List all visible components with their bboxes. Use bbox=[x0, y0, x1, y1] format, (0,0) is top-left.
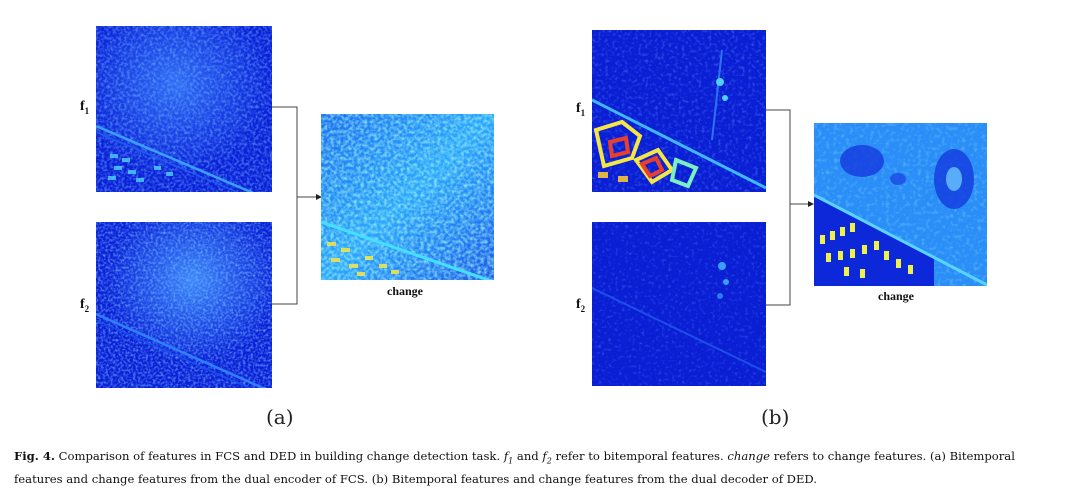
sublabel-b: (b) bbox=[761, 405, 790, 429]
label-b-change: change bbox=[878, 289, 914, 303]
feature-map-a-f1 bbox=[96, 26, 272, 192]
caption-figure-label: Fig. 4. bbox=[14, 449, 55, 463]
figure-caption: Fig. 4. Comparison of features in FCS an… bbox=[14, 447, 1054, 489]
feature-map-b-f2 bbox=[592, 222, 766, 386]
sublabel-a: (a) bbox=[266, 405, 294, 429]
label-a-f1: f1 bbox=[80, 99, 90, 116]
caption-and: and bbox=[513, 449, 543, 463]
feature-map-b-change bbox=[814, 123, 987, 286]
connector-a bbox=[272, 106, 322, 305]
connector-b bbox=[766, 109, 814, 306]
label-a-change: change bbox=[387, 284, 423, 298]
caption-text-2: refer to bitemporal features. bbox=[551, 449, 728, 463]
caption-f1: f1 bbox=[503, 449, 514, 466]
caption-text-3: refers to change features. (a) Bitempora… bbox=[14, 449, 1015, 487]
feature-map-a-change bbox=[321, 114, 494, 280]
label-b-f1: f1 bbox=[576, 101, 586, 118]
feature-map-a-f2 bbox=[96, 222, 272, 388]
caption-f2: f2 bbox=[542, 449, 552, 466]
caption-text-1: Comparison of features in FCS and DED in… bbox=[54, 449, 504, 463]
label-a-f2: f2 bbox=[80, 297, 90, 314]
feature-map-b-f1 bbox=[592, 30, 766, 192]
caption-change-word: change bbox=[727, 449, 771, 463]
label-b-f2: f2 bbox=[576, 297, 586, 314]
